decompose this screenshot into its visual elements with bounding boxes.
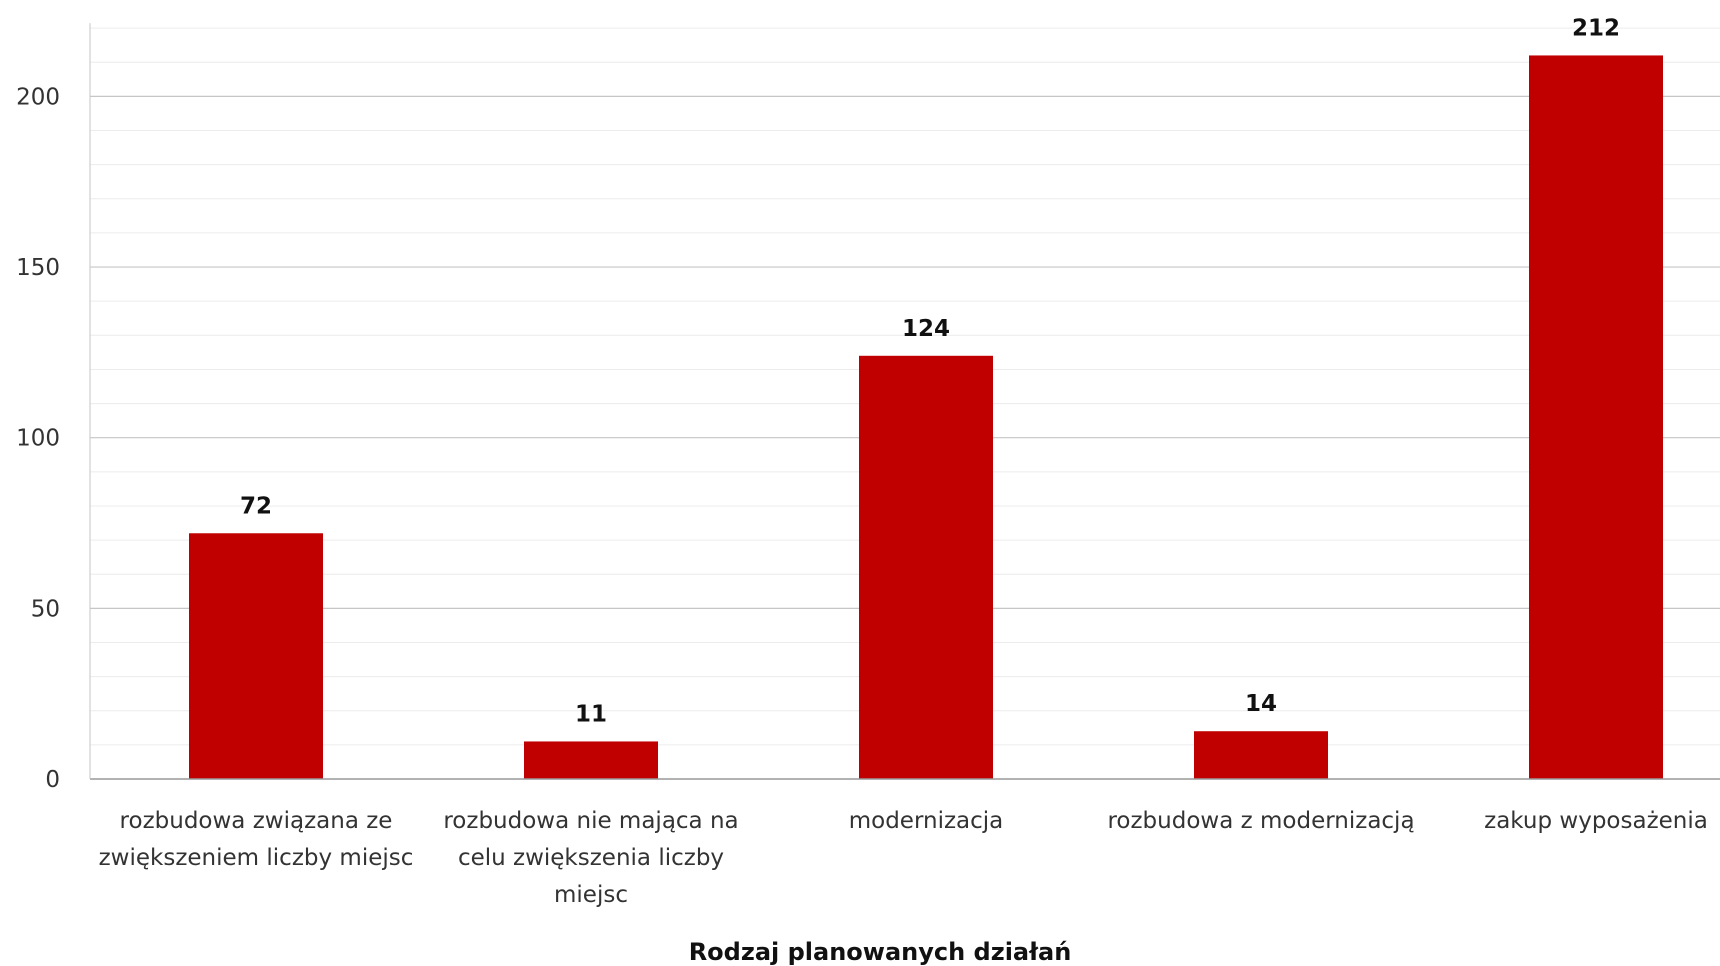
bar [189,533,323,779]
y-tick-label: 0 [45,767,60,793]
y-tick-label: 150 [16,255,60,281]
x-tick-label: rozbudowa nie mająca na [443,808,738,834]
data-label: 14 [1245,691,1277,717]
x-tick-label: modernizacja [849,808,1004,834]
y-tick-label: 200 [16,84,60,110]
minor-gridlines [90,27,1720,746]
x-axis-title: Rodzaj planowanych działań [689,938,1072,966]
x-tick-label: zakup wyposażenia [1484,808,1708,834]
data-label: 72 [240,493,272,519]
x-tick-label: miejsc [554,882,628,908]
x-tick-label: rozbudowa związana ze [120,808,393,834]
x-axis-tick-labels: rozbudowa związana ze zwiększeniem liczby… [99,808,1708,908]
y-axis-tick-labels: 0 50 100 150 200 [16,84,60,793]
y-tick-label: 100 [16,426,60,452]
bars [189,55,1663,780]
x-tick-label: rozbudowa z modernizacją [1107,808,1414,834]
data-label: 11 [575,701,607,727]
bar [859,355,993,779]
y-tick-label: 50 [31,596,60,622]
data-label: 124 [902,316,950,342]
data-labels: 72 11 124 14 212 [240,15,1620,727]
x-tick-label: zwiększeniem liczby miejsc [99,845,414,871]
bar [524,741,658,779]
data-label: 212 [1572,15,1620,41]
bar [1194,731,1328,779]
bar [1529,55,1663,780]
x-tick-label: celu zwiększenia liczby [458,845,724,871]
